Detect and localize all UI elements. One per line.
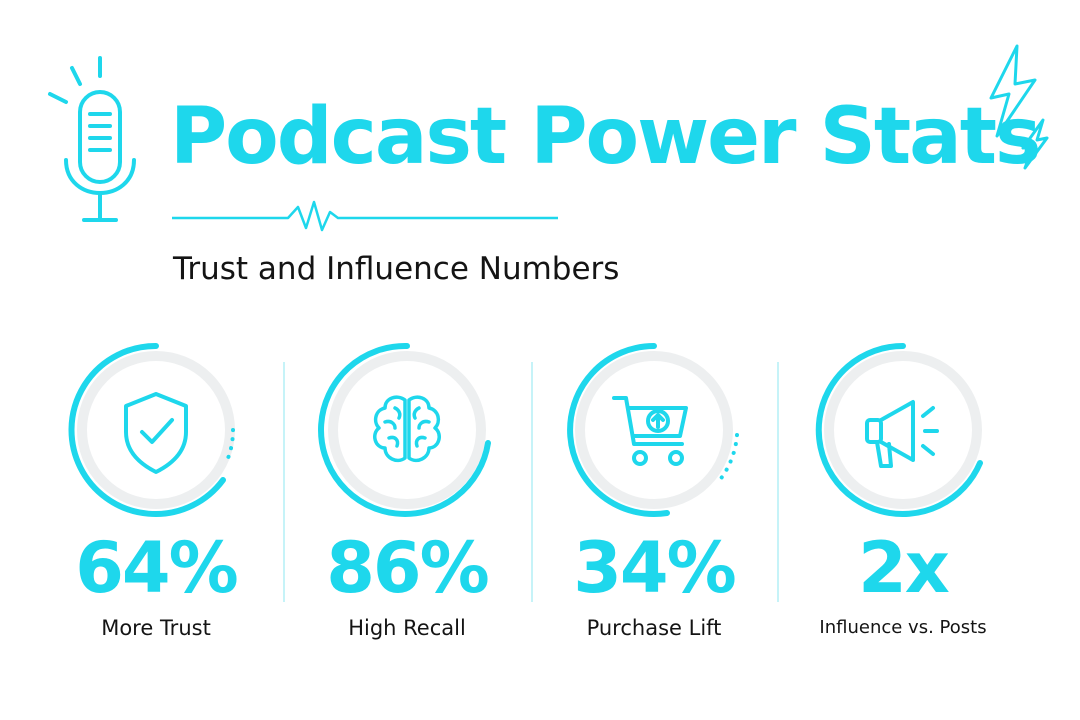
stat-label: More Trust (101, 616, 211, 640)
shield-check-icon (124, 392, 188, 474)
stat-card-recall: 86% High Recall (277, 335, 537, 665)
progress-ring (68, 342, 236, 517)
stat-card-purchase: 34% Purchase Lift (524, 335, 784, 665)
microphone-icon (48, 56, 136, 222)
stat-value: 64% (75, 527, 239, 609)
column-divider (283, 362, 285, 602)
progress-ring (815, 342, 983, 517)
megaphone-icon (865, 400, 939, 468)
lightning-bolt-icon (989, 44, 1049, 170)
heartbeat-line-icon (172, 200, 558, 232)
column-divider (777, 362, 779, 602)
progress-ring (318, 342, 491, 517)
page-title: Podcast Power Stats (170, 92, 1041, 182)
stat-value: 34% (573, 527, 737, 609)
page-subtitle: Trust and Influence Numbers (173, 251, 620, 287)
stat-card-trust: 64% More Trust (26, 335, 286, 665)
stat-value: 86% (326, 527, 490, 609)
stat-label: Influence vs. Posts (819, 617, 987, 638)
stat-label: High Recall (348, 616, 466, 640)
stat-label: Purchase Lift (586, 616, 722, 640)
stat-card-influence: 2x Influence vs. Posts (773, 335, 1033, 665)
shopping-cart-icon (612, 396, 688, 466)
brain-icon (373, 395, 441, 463)
stat-value: 2x (858, 527, 950, 609)
column-divider (531, 362, 533, 602)
